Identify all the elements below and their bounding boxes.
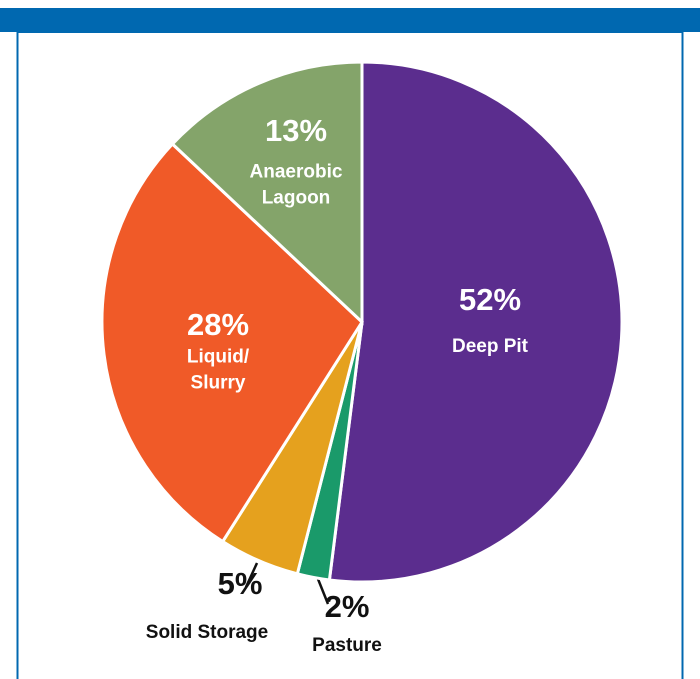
category-label: Liquid/ Slurry bbox=[186, 346, 250, 393]
value-label: 13% bbox=[264, 113, 328, 149]
value-label: 2% bbox=[324, 589, 370, 625]
value-label: 52% bbox=[458, 282, 522, 318]
leader-line bbox=[244, 562, 259, 588]
pie-slice bbox=[327, 60, 624, 584]
category-label: Deep Pit bbox=[451, 336, 529, 358]
value-label: 28% bbox=[186, 307, 250, 343]
pie-slice bbox=[100, 141, 364, 544]
category-label: Anaerobic Lagoon bbox=[249, 161, 343, 208]
leader-line bbox=[316, 578, 330, 605]
pie-slice bbox=[170, 60, 364, 326]
frame bbox=[16, 31, 684, 679]
value-label: 5% bbox=[217, 566, 263, 602]
header-bar bbox=[0, 8, 700, 32]
category-label: Pasture bbox=[312, 635, 382, 657]
category-label: Solid Storage bbox=[145, 622, 269, 644]
